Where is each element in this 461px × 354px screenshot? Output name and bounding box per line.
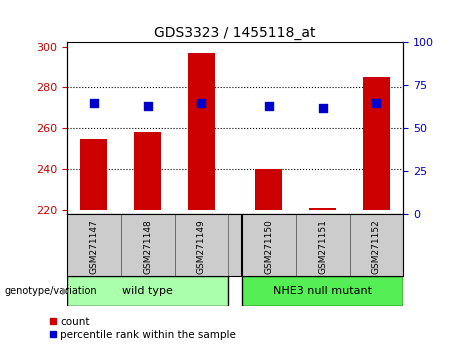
Bar: [175, 214, 228, 276]
Text: GSM271152: GSM271152: [372, 219, 381, 274]
Point: [373, 100, 380, 105]
Bar: [296, 214, 349, 276]
Title: GDS3323 / 1455118_at: GDS3323 / 1455118_at: [154, 26, 316, 40]
Text: wild type: wild type: [122, 286, 173, 296]
Point: [90, 100, 97, 105]
Bar: [188, 53, 215, 210]
Bar: [67, 276, 228, 306]
Text: genotype/variation: genotype/variation: [5, 286, 97, 296]
Text: GSM271148: GSM271148: [143, 219, 152, 274]
Point: [319, 105, 326, 110]
Text: GSM271147: GSM271147: [89, 219, 98, 274]
Point: [144, 103, 151, 109]
Point: [265, 103, 272, 109]
Text: NHE3 null mutant: NHE3 null mutant: [273, 286, 372, 296]
Text: GSM271150: GSM271150: [264, 219, 273, 274]
Text: GSM271151: GSM271151: [318, 219, 327, 274]
Bar: [242, 276, 403, 306]
Bar: [255, 169, 282, 210]
Text: GSM271149: GSM271149: [197, 219, 206, 274]
Bar: [242, 214, 296, 276]
Legend: count, percentile rank within the sample: count, percentile rank within the sample: [49, 317, 236, 340]
Text: ▶: ▶: [62, 286, 70, 296]
Bar: [363, 77, 390, 210]
Bar: [134, 132, 161, 210]
Bar: [80, 138, 107, 210]
Bar: [121, 214, 175, 276]
Bar: [67, 214, 121, 276]
Bar: [309, 208, 336, 210]
Bar: [349, 214, 403, 276]
Point: [198, 100, 205, 105]
